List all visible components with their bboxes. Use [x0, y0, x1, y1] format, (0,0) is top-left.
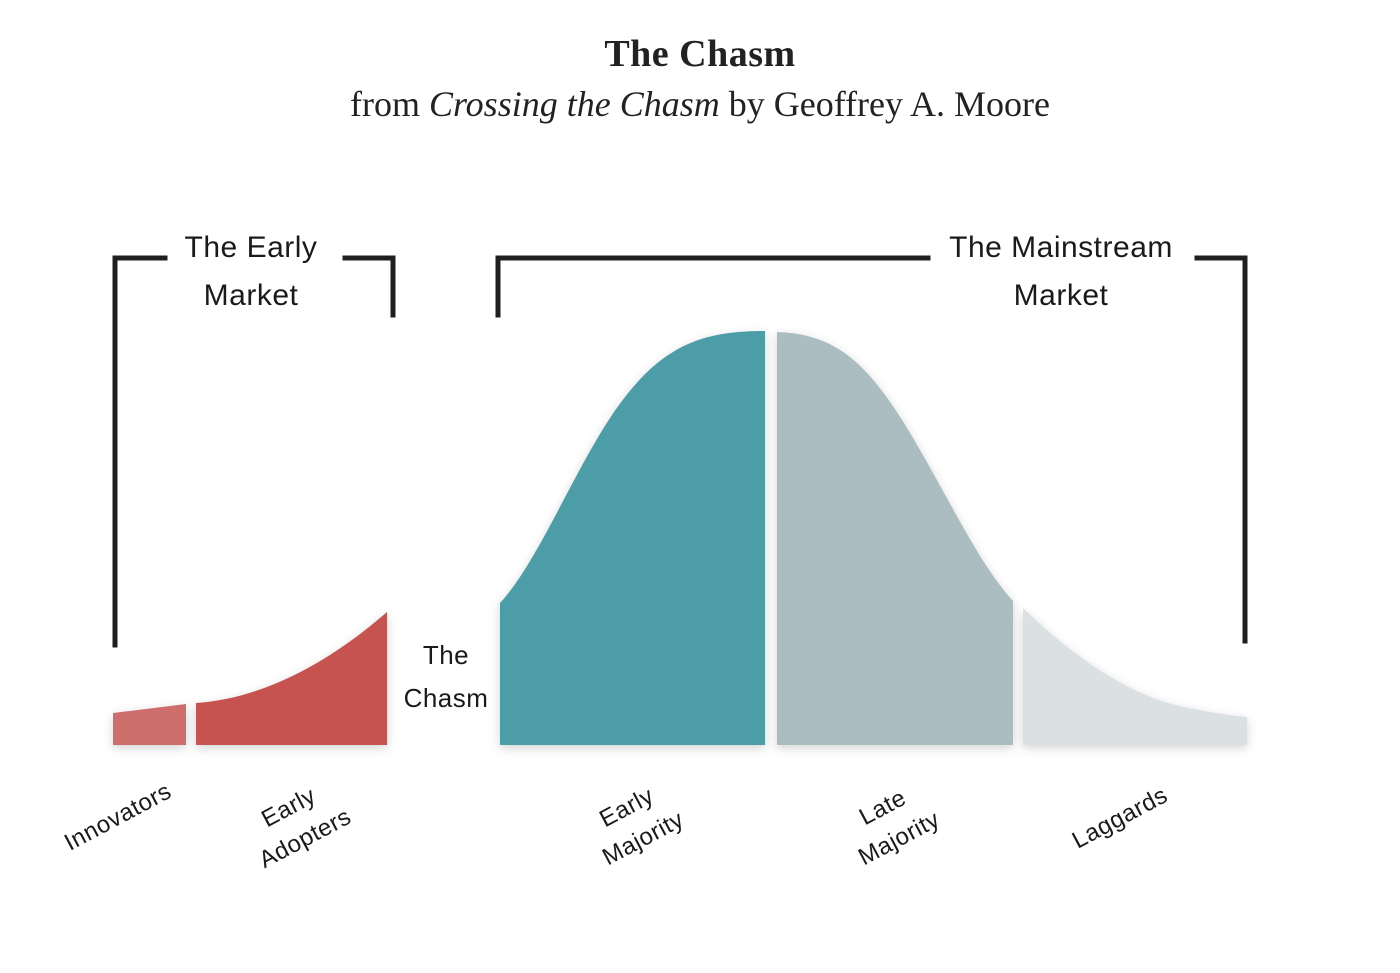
early-market-label-line2: Market: [203, 279, 299, 312]
early-market-label: The Early Market: [151, 224, 351, 320]
early-market-bracket: [112, 255, 396, 648]
mainstream-market-label-line1: The Mainstream: [949, 231, 1173, 264]
early-market-label-line1: The Early: [184, 231, 318, 264]
chasm-gap-label-line1: The: [422, 640, 470, 670]
page-title: The Chasm: [604, 33, 796, 75]
subtitle-prefix: from: [350, 84, 429, 124]
page-subtitle: from Crossing the Chasm by Geoffrey A. M…: [0, 82, 1400, 126]
subtitle-book-title: Crossing the Chasm: [429, 84, 720, 124]
late-majority-segment: [777, 332, 1013, 745]
mainstream-market-label: The Mainstream Market: [911, 224, 1211, 320]
subtitle-suffix: by Geoffrey A. Moore: [719, 84, 1050, 124]
early-adopters-segment: [196, 612, 387, 745]
mainstream-market-label-line2: Market: [1013, 279, 1109, 312]
chasm-gap-label: The Chasm: [366, 634, 526, 720]
mainstream-market-bracket: [495, 255, 1248, 644]
innovators-segment: [113, 704, 186, 745]
laggards-segment: [1023, 608, 1247, 745]
chasm-gap-label-line2: Chasm: [403, 683, 489, 713]
early-majority-segment: [500, 331, 765, 745]
